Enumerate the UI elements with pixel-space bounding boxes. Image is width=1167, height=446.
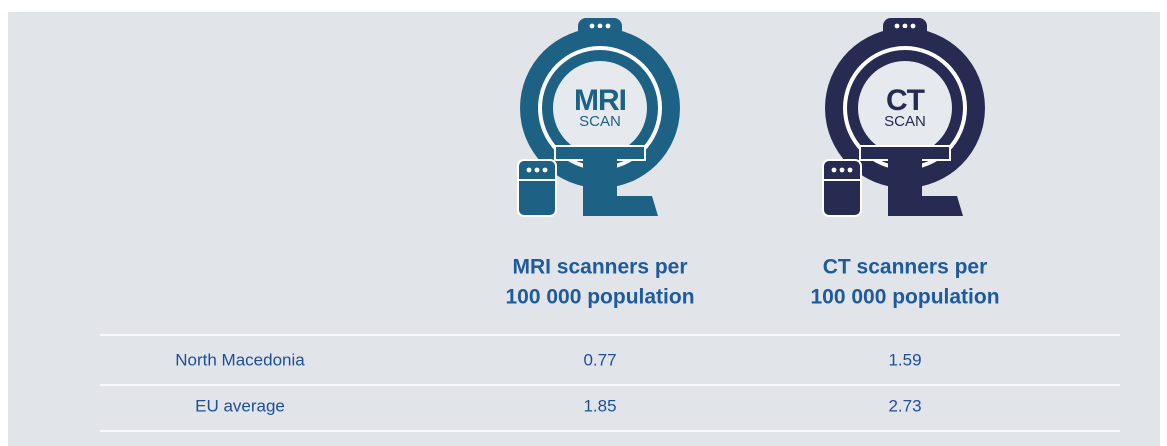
dot bbox=[839, 167, 845, 173]
icon-foot bbox=[583, 196, 658, 216]
dot bbox=[831, 167, 837, 173]
dot bbox=[542, 167, 548, 173]
icon-foot bbox=[888, 196, 963, 216]
dot bbox=[847, 167, 853, 173]
icon-console bbox=[517, 159, 557, 217]
dot bbox=[902, 23, 908, 29]
column-header: 100 000 population bbox=[505, 286, 694, 309]
cell-value: 0.77 bbox=[583, 350, 616, 369]
dot bbox=[526, 167, 532, 173]
icon-title: MRI bbox=[574, 84, 626, 117]
row-label: North Macedonia bbox=[175, 350, 305, 369]
cell-value: 2.73 bbox=[888, 396, 921, 415]
icon-face bbox=[553, 61, 647, 155]
icon-bed bbox=[554, 145, 646, 161]
column-header: CT scanners per bbox=[823, 256, 988, 279]
dot bbox=[589, 23, 595, 29]
dot bbox=[597, 23, 603, 29]
icon-face bbox=[858, 61, 952, 155]
dot bbox=[534, 167, 540, 173]
cell-value: 1.59 bbox=[888, 350, 921, 369]
column-header: MRI scanners per bbox=[512, 256, 687, 279]
icon-console bbox=[822, 159, 862, 217]
dot bbox=[605, 23, 611, 29]
row-label: EU average bbox=[195, 396, 285, 415]
column-header: 100 000 population bbox=[810, 286, 999, 309]
icon-title: CT bbox=[886, 84, 925, 117]
icon-bed bbox=[859, 145, 951, 161]
icon-subtitle: SCAN bbox=[884, 113, 926, 130]
icon-subtitle: SCAN bbox=[579, 113, 621, 130]
dot bbox=[910, 23, 916, 29]
dot bbox=[894, 23, 900, 29]
cell-value: 1.85 bbox=[583, 396, 616, 415]
